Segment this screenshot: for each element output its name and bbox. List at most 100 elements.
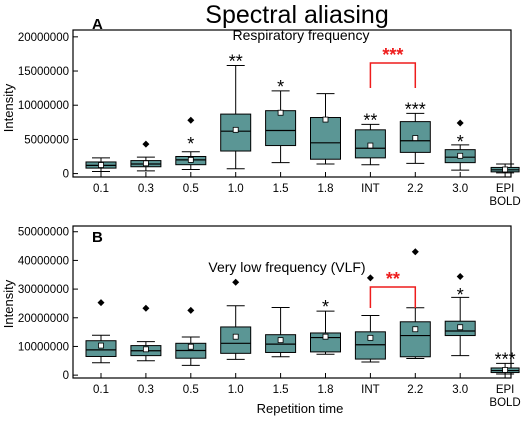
panel-a-significance-label: ** [229, 52, 243, 72]
panel-b-box-0 [85, 299, 117, 364]
panel-b-box-mean [187, 343, 194, 350]
panel-b-y-tick-label: 50000000 [18, 227, 69, 239]
panel-b-x-tick-label: 0.5 [183, 384, 199, 396]
panel-a-box-iqr [310, 117, 341, 160]
panel-a-x-tick-label: 1.8 [318, 183, 334, 195]
panel-b-x-tick-label: 1.5 [273, 384, 289, 396]
panel-b-x-tick-label: 3.0 [452, 384, 468, 396]
panel-a-significance-label: ** [363, 110, 377, 130]
panel-b-box-mean [98, 342, 104, 349]
panel-b-box-2 [175, 306, 207, 366]
panel-a-box-8: * [444, 119, 476, 171]
panel-b-box-mean [502, 367, 509, 373]
panel-b-box-mean [412, 326, 419, 333]
panel-a-box-mean [232, 126, 239, 133]
panel-a-x-tick-label: 1.5 [273, 183, 289, 195]
panel-b-outlier-point [456, 272, 464, 280]
panel-a-box-0 [85, 157, 117, 173]
panel-b-outlier-point [411, 248, 419, 256]
panel-b-outlier-point [97, 299, 105, 307]
panel-b-box-mean [322, 333, 329, 340]
panel-a-comparison-label: *** [382, 45, 403, 65]
panel-b-significance-label: * [322, 297, 329, 317]
panel-b-y-tick-label: 20000000 [18, 313, 69, 325]
panel-b-box-mean [457, 324, 464, 331]
panel-a-box-mean [322, 116, 329, 123]
panel-a-box-9 [490, 163, 520, 174]
panel-b-box-6 [354, 274, 386, 363]
panel-a-y-axis-label: Intensity [1, 83, 16, 132]
panel-b-outlier-point [142, 304, 150, 312]
panel-b-significance-label: *** [495, 349, 516, 369]
panel-b-x-tick-label: INT [361, 384, 380, 396]
panel-a-box-7: *** [399, 99, 431, 164]
panel-b-x-tick-label: 2.2 [407, 384, 423, 396]
panel-a-y-tick-label: 5000000 [24, 134, 69, 146]
panel-b-box-8: * [444, 272, 476, 357]
panel-b-y-tick-label: 40000000 [18, 255, 69, 267]
panel-b-box-mean [232, 333, 239, 340]
panel-a-significance-label: * [277, 77, 284, 97]
panel-a-box-mean [142, 160, 149, 167]
panel-a-x-tick-label: 0.1 [93, 183, 109, 195]
panel-a-x-tick-label: 2.2 [407, 183, 423, 195]
panel-b-box-mean [142, 346, 149, 353]
panel-a-significance-label: * [457, 132, 464, 152]
panel-a-title: Respiratory frequency [233, 27, 370, 43]
panel-a-plot-frame [72, 29, 512, 178]
panel-b-plot: 0 10000000 20000000 30000000 40000000 5000000… [18, 225, 521, 409]
panel-b-box-iqr [220, 326, 252, 354]
panel-b-box-iqr [354, 331, 386, 360]
panel-a-box-mean [412, 135, 419, 141]
panel-a-box-4: * [265, 77, 297, 164]
panel-a-box-1 [130, 140, 162, 172]
panel-b-x-tick-label: 0.1 [93, 384, 109, 396]
panel-a-label: A [92, 16, 103, 33]
panel-a-outlier-point [456, 119, 464, 127]
panel-b-title: Very low frequency (VLF) [208, 259, 365, 275]
panel-a-box-mean [502, 166, 509, 173]
panel-b-significance-label: * [457, 285, 464, 305]
panel-b: B Very low frequency (VLF) Intensity 0 10… [1, 225, 521, 409]
panel-b-box-5: * [310, 297, 341, 355]
panel-b-y-tick-label: 10000000 [18, 341, 69, 353]
panel-a-significance-label: *** [405, 99, 426, 119]
panel-a-box-5 [310, 93, 341, 165]
panel-a-box-mean [457, 152, 464, 159]
panel-a-x-tick-label: 0.3 [138, 183, 154, 195]
panel-b-outlier-point [366, 274, 374, 282]
panel-b-outlier-point [187, 306, 195, 314]
panel-b-comparison-label: ** [386, 269, 400, 289]
panel-b-box-3 [220, 278, 252, 360]
panel-a-outlier-point [142, 140, 150, 148]
panel-b-x-tick-label: 0.3 [138, 384, 154, 396]
panel-b-box-mean [367, 334, 374, 341]
panel-b-y-tick-label: 30000000 [18, 284, 69, 296]
panel-a-box-mean [367, 142, 374, 149]
panel-a-significance-label: * [187, 134, 194, 154]
panel-b-box-4 [265, 306, 297, 358]
panel-b-y-axis-label: Intensity [1, 279, 16, 328]
panel-b-plot-frame [72, 225, 512, 379]
panel-a-y-tick-label: 10000000 [18, 100, 69, 112]
panel-a-outlier-point [187, 116, 195, 124]
panel-b-box-9: *** [490, 349, 520, 375]
panel-a-x-tick-label: 3.0 [452, 183, 468, 195]
panel-a-y-tick-label: 20000000 [18, 32, 69, 44]
panel-a-box-iqr [265, 110, 297, 147]
panel-a-x-tick-label: 0.5 [183, 183, 199, 195]
panel-b-outlier-point [232, 278, 240, 286]
panel-b-comparison-bracket [369, 286, 417, 308]
panel-a-box-mean [98, 162, 104, 168]
panel-b-box-7 [399, 248, 431, 359]
panel-a-y-tick-label: 0 [63, 169, 69, 181]
panel-a-x-tick-label: 1.0 [228, 183, 244, 195]
panel-a: A Respiratory frequency Intensity 0 50000… [1, 16, 521, 208]
figure-title: Spectral aliasing [205, 1, 388, 29]
panel-a-box-3: ** [220, 52, 252, 170]
panel-a-y-tick-label: 15000000 [18, 66, 69, 78]
panel-b-x-tick-label: EPI BOLD [489, 384, 520, 409]
panel-a-plot: 0 5000000 10000000 15000000 20000000 0.1 0.3 0.… [18, 29, 521, 208]
panel-a-x-tick-label: INT [361, 183, 380, 195]
